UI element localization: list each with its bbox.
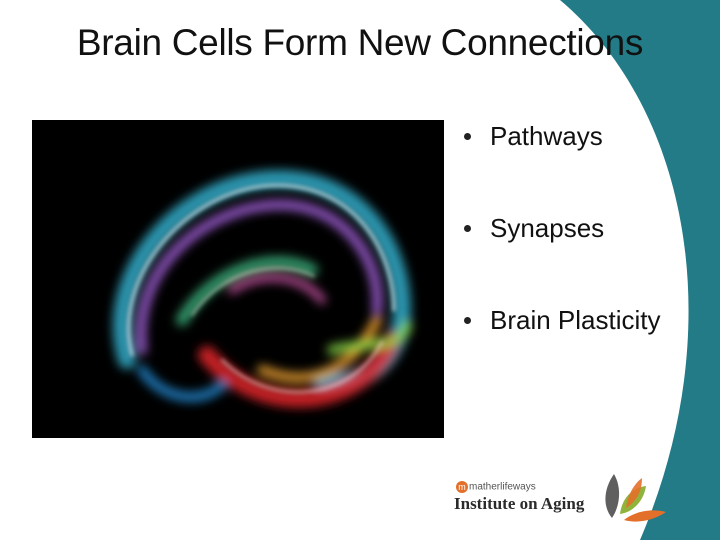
bullet-dot-icon bbox=[464, 133, 471, 140]
slide-title: Brain Cells Form New Connections bbox=[76, 22, 644, 63]
bullet-item-brain-plasticity: Brain Plasticity bbox=[460, 302, 680, 338]
glowing-brain-image bbox=[32, 120, 444, 438]
mather-mark-icon: m bbox=[456, 481, 468, 493]
bullet-text: Synapses bbox=[490, 213, 605, 243]
bullet-text: Brain Plasticity bbox=[490, 305, 661, 335]
bullet-dot-icon bbox=[464, 317, 471, 324]
institute-logo: m matherlifeways Institute on Aging bbox=[452, 478, 672, 518]
bullet-item-pathways: Pathways bbox=[460, 118, 680, 154]
logo-brand: m matherlifeways bbox=[456, 481, 536, 493]
bullet-item-synapses: Synapses bbox=[460, 210, 680, 246]
bullet-dot-icon bbox=[464, 225, 471, 232]
bullet-list: Pathways Synapses Brain Plasticity bbox=[460, 118, 680, 338]
leaves-logo-icon bbox=[605, 474, 666, 522]
bullet-text: Pathways bbox=[490, 121, 603, 151]
logo-name: Institute on Aging bbox=[454, 494, 585, 513]
